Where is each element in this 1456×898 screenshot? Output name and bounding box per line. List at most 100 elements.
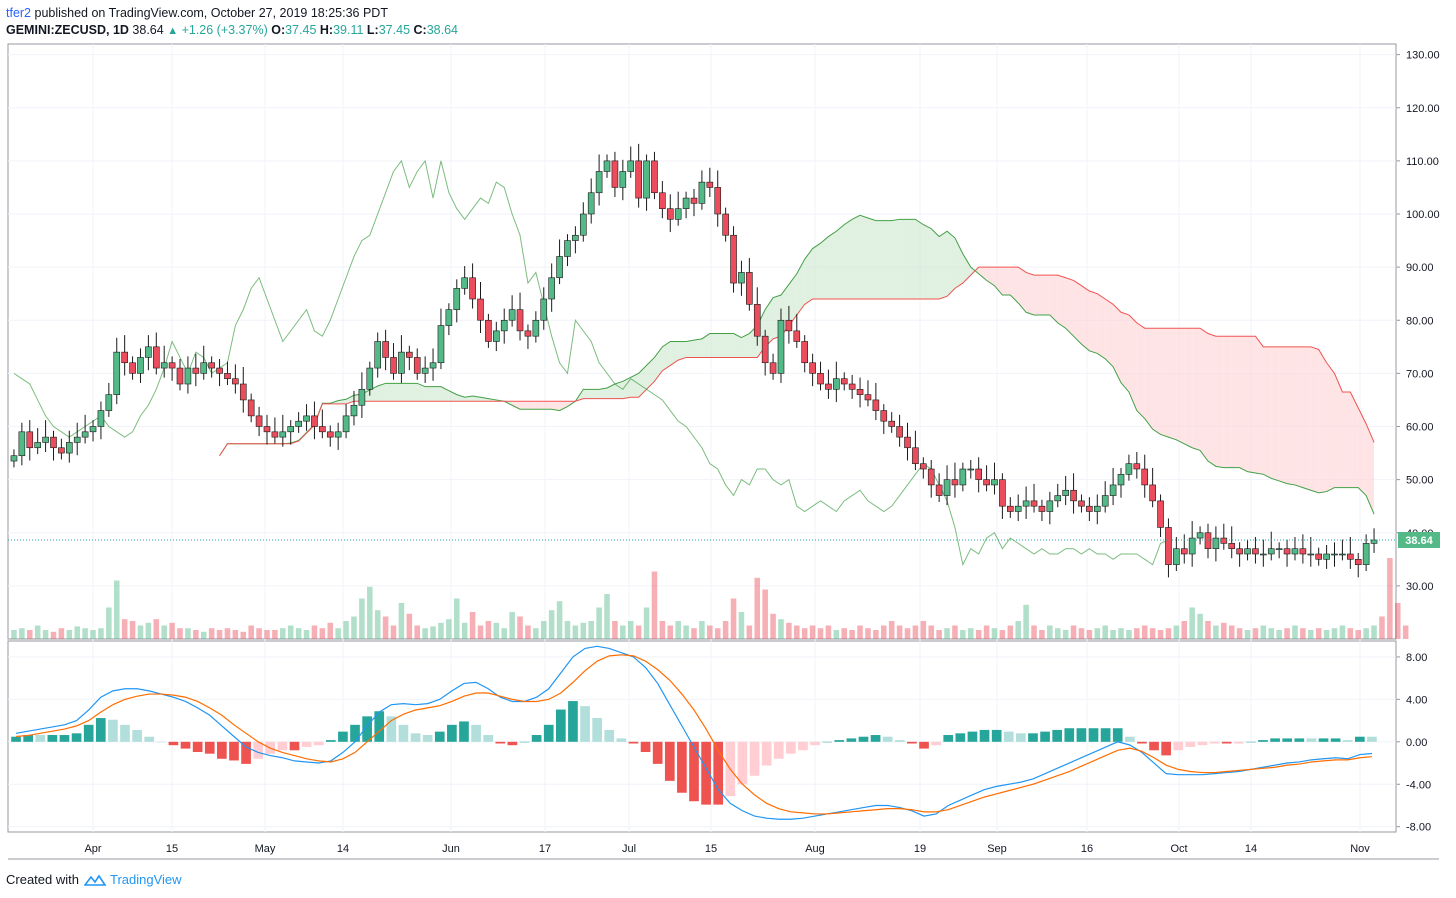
cloud-segment [1310,346,1319,493]
time-tick-label: 17 [539,843,551,855]
time-tick-label: Aug [805,843,825,855]
cloud-segment [1026,272,1035,315]
cloud-segment [1065,277,1074,337]
candle-body [706,181,714,188]
histogram-bar [386,716,397,742]
candle-body [445,309,453,326]
candle-body [453,288,461,310]
candle-body [208,362,215,369]
candle-body [34,442,41,449]
candle-body [833,378,840,390]
histogram-bar [1161,741,1171,756]
histogram-bar [217,741,227,759]
volume-bar [1371,625,1377,639]
histogram-bar [640,741,651,752]
candle-body [746,272,753,305]
volume-bar [801,628,808,639]
volume-bar [904,628,911,639]
candle-body [722,213,729,236]
cloud-segment [1223,336,1232,468]
candle-body [461,277,468,289]
candle-body [1046,500,1054,512]
author-link[interactable]: tfer2 [6,6,32,20]
volume-bar [1047,625,1053,639]
histogram-bar [120,724,130,742]
volume-bar [390,625,397,639]
cloud-segment [646,357,655,390]
volume-bar [1070,625,1077,639]
histogram-bar [410,733,421,742]
cloud-segment [788,273,797,326]
volume-bar [983,625,990,639]
candle-body [556,256,563,279]
cloud-segment [1160,328,1169,438]
time-tick-label: Nov [1350,843,1370,855]
cloud-segment [1192,328,1201,451]
volume-bar [1110,630,1116,639]
cloud-segment [1207,333,1216,467]
histogram-bar [253,741,264,759]
volume-bar [153,619,160,639]
candle-body [1180,548,1188,555]
cloud-segment [1279,346,1288,484]
volume-bar [200,631,207,639]
cloud-segment [836,224,845,299]
volume-bar [469,612,476,639]
candle-body [10,455,18,462]
candle-body [690,197,698,204]
candle-body [975,468,982,480]
time-tick-label: Sep [987,843,1007,855]
histogram-bar [1088,728,1099,742]
volume-bar [738,612,745,639]
histogram-bar [822,741,833,743]
cloud-segment [456,394,465,402]
candle-body [129,362,136,374]
volume-bar [1118,628,1124,639]
volume-bar [1308,630,1314,639]
histogram-bar [204,741,215,754]
volume-bar [485,621,492,639]
candle-body [216,367,223,374]
volume-bar [248,625,254,639]
volume-bar [928,625,934,639]
candle-body [540,298,548,321]
volume-bar [596,607,602,639]
histogram-bar [471,724,481,742]
histogram-bar [931,741,941,746]
cloud-segment [717,333,726,358]
cloud-segment [622,377,631,399]
time-tick-label: 19 [914,843,926,855]
volume-bar [707,625,713,639]
candle-body [603,160,611,172]
volume-bar [430,626,436,639]
created-with-label: Created with [6,872,79,887]
cloud-segment [1113,304,1122,383]
histogram-bar [1258,740,1268,742]
cloud-segment [630,373,639,398]
tradingview-link[interactable]: TradingView [109,872,182,887]
cloud-segment [599,387,608,399]
candle-body [880,410,888,422]
candle-body [406,351,413,358]
volume-bar [295,628,302,639]
volume-bar [1387,558,1393,639]
last-price-label: 38.64 [1405,535,1433,547]
histogram-bar [568,701,578,742]
candle-body [935,484,943,496]
candle-body [753,304,761,337]
candle-body [682,197,690,209]
histogram-bar [483,735,494,742]
candle-body [1086,505,1093,512]
candle-body [358,389,366,406]
cloud-segment [812,243,821,299]
histogram-bar [1064,728,1075,742]
candle-body [848,383,856,390]
cloud-segment [733,333,742,358]
histogram-bar [132,729,142,742]
candle-body [1117,474,1125,486]
volume-bar [762,589,768,639]
cloud-segment [939,231,948,299]
cloud-segment [931,228,940,299]
histogram-bar [834,740,845,742]
